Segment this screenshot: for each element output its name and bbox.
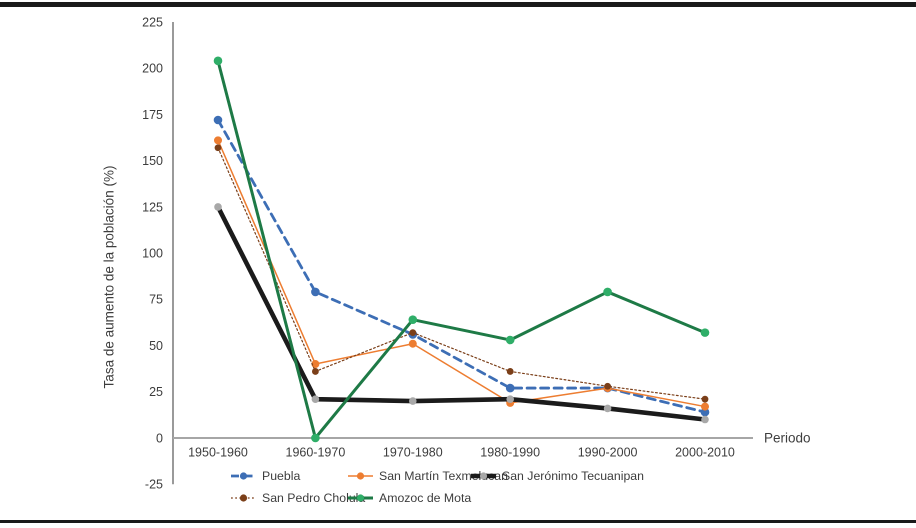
series-marker bbox=[408, 315, 418, 324]
series-marker bbox=[311, 287, 320, 297]
legend-swatch-icon bbox=[471, 472, 496, 480]
series-marker bbox=[312, 368, 319, 375]
series-marker bbox=[506, 368, 514, 375]
series-marker bbox=[603, 404, 612, 413]
series-marker bbox=[213, 115, 223, 125]
series-marker bbox=[311, 433, 320, 443]
y-tick-label: 125 bbox=[142, 200, 163, 214]
legend-label: San Jerónimo Tecuanipan bbox=[502, 469, 644, 483]
x-tick-label: 1970-1980 bbox=[383, 446, 443, 460]
y-tick-label: -25 bbox=[145, 478, 163, 492]
series-line bbox=[216, 118, 707, 414]
series-marker bbox=[311, 395, 320, 403]
legend-swatch-icon bbox=[231, 494, 256, 502]
y-tick-label: 150 bbox=[142, 154, 163, 168]
series-marker bbox=[311, 360, 320, 369]
legend-marker bbox=[479, 472, 488, 480]
legend-item: San Jerónimo Tecuanipan bbox=[470, 469, 644, 483]
x-tick-label: 1960-1970 bbox=[286, 446, 346, 460]
legend-marker bbox=[356, 472, 365, 480]
series-marker bbox=[506, 395, 514, 403]
y-tick-label: 50 bbox=[149, 339, 163, 353]
legend-item: Puebla bbox=[230, 469, 347, 483]
series-marker bbox=[505, 335, 515, 345]
series-marker bbox=[604, 382, 611, 390]
x-tick-label: 2000-2010 bbox=[675, 446, 735, 460]
series-marker bbox=[409, 397, 417, 405]
legend-marker bbox=[356, 494, 365, 502]
series-marker bbox=[700, 407, 710, 417]
legend-label: Puebla bbox=[262, 469, 301, 483]
y-tick-label: 25 bbox=[149, 385, 163, 399]
series-line bbox=[216, 59, 707, 440]
y-tick-label: 200 bbox=[142, 62, 163, 76]
x-tick-label: 1990-2000 bbox=[578, 446, 638, 460]
y-tick-label: 75 bbox=[149, 293, 163, 307]
legend-marker bbox=[239, 494, 248, 502]
legend-item: Amozoc de Mota bbox=[347, 491, 472, 505]
x-tick-label: 1980-1990 bbox=[480, 446, 540, 460]
legend-swatch-icon bbox=[348, 494, 373, 502]
series-marker bbox=[213, 56, 223, 66]
series-marker bbox=[700, 328, 710, 337]
series-marker bbox=[701, 402, 709, 411]
series-marker bbox=[408, 339, 417, 348]
y-tick-label: 100 bbox=[142, 247, 163, 261]
y-tick-label: 0 bbox=[156, 431, 163, 445]
chart-legend: Puebla San Martín Texmelucan San Jerónimo … bbox=[230, 469, 644, 505]
series-marker bbox=[409, 329, 417, 337]
series-marker bbox=[214, 136, 222, 145]
top-rule bbox=[0, 2, 916, 7]
legend-label: San Pedro Cholula bbox=[262, 491, 366, 505]
legend-label: San Martín Texmelucan bbox=[379, 469, 508, 483]
legend-swatch-icon bbox=[348, 472, 373, 480]
legend-item: San Pedro Cholula bbox=[230, 491, 365, 505]
bottom-rule bbox=[0, 520, 916, 523]
legend-swatch-icon bbox=[231, 472, 256, 480]
series-line bbox=[215, 204, 708, 422]
series-marker bbox=[603, 287, 612, 297]
series-marker bbox=[214, 203, 222, 211]
y-tick-label: 175 bbox=[142, 108, 163, 122]
series-marker bbox=[701, 395, 709, 403]
series-marker bbox=[505, 383, 515, 393]
series-line bbox=[217, 139, 706, 408]
legend-label: Amozoc de Mota bbox=[379, 491, 472, 505]
series-marker bbox=[701, 415, 709, 424]
y-tick-label: 225 bbox=[142, 15, 163, 29]
x-tick-label: 1950-1960 bbox=[188, 446, 248, 460]
series-line bbox=[217, 147, 706, 400]
legend-item: San Martín Texmelucan bbox=[347, 469, 508, 483]
series-marker bbox=[214, 144, 222, 152]
legend-marker bbox=[239, 472, 248, 480]
x-axis-title: Periodo bbox=[764, 431, 811, 446]
